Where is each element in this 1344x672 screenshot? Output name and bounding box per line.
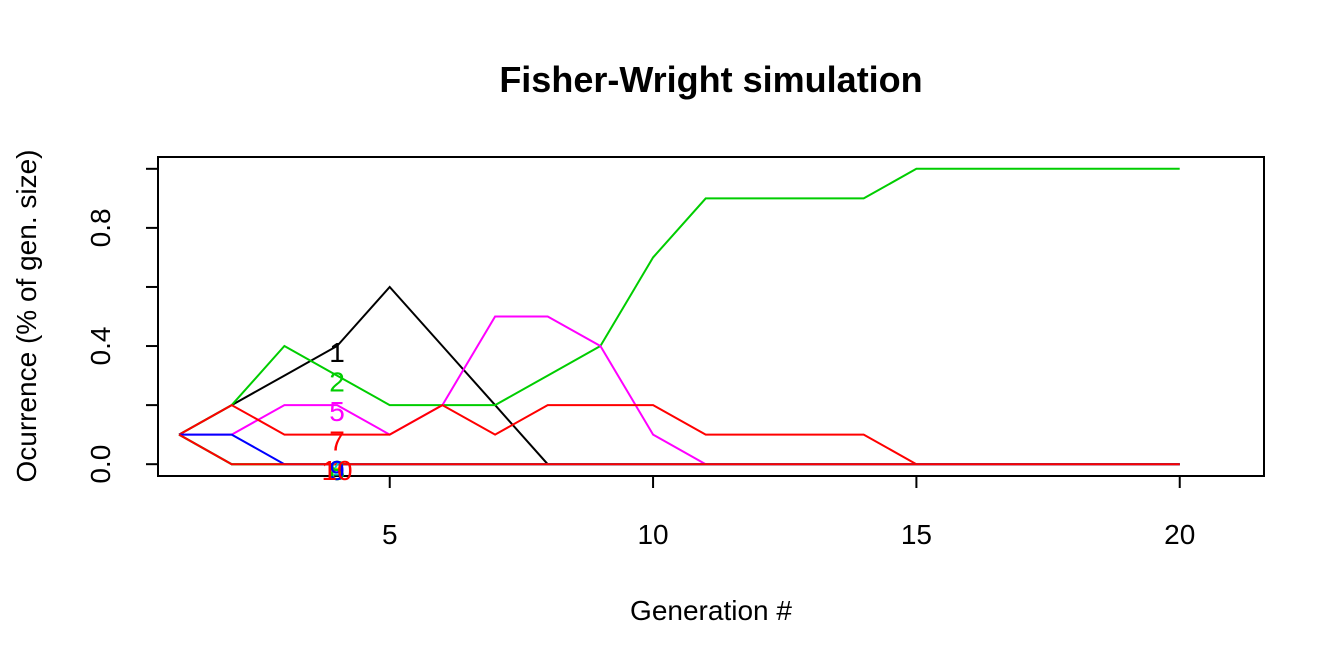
y-tick-label: 0.0 bbox=[85, 445, 116, 484]
series-label-4: 4 bbox=[329, 455, 345, 486]
series-label-9: 9 bbox=[329, 455, 345, 486]
series-label-8: 8 bbox=[329, 455, 345, 486]
series-label-1: 1 bbox=[329, 337, 345, 368]
x-tick-label: 5 bbox=[382, 519, 398, 550]
series-line-2 bbox=[178, 167, 1180, 436]
series-label-3: 3 bbox=[329, 455, 345, 486]
series-label-10: 10 bbox=[321, 455, 352, 486]
y-tick-label: 0.4 bbox=[85, 327, 116, 366]
series-layer bbox=[178, 167, 1180, 466]
y-axis: 0.0 0.4 0.8 bbox=[85, 167, 159, 484]
series-label-2: 2 bbox=[329, 367, 345, 398]
x-axis-label: Generation # bbox=[630, 595, 792, 626]
x-tick-label: 15 bbox=[901, 519, 932, 550]
x-tick-label: 10 bbox=[637, 519, 668, 550]
plot-area-frame bbox=[157, 156, 1265, 477]
y-tick-label: 0.8 bbox=[85, 208, 116, 247]
y-axis-label: Ocurrence (% of gen. size) bbox=[11, 149, 42, 482]
x-tick-label: 20 bbox=[1164, 519, 1195, 550]
series-line-10 bbox=[178, 433, 1180, 466]
x-axis: 5 10 15 20 bbox=[382, 475, 1195, 550]
series-label-7: 7 bbox=[329, 426, 345, 457]
series-label-5: 5 bbox=[329, 396, 345, 427]
chart-title: Fisher-Wright simulation bbox=[499, 59, 922, 100]
series-label-6: 6 bbox=[329, 455, 345, 486]
